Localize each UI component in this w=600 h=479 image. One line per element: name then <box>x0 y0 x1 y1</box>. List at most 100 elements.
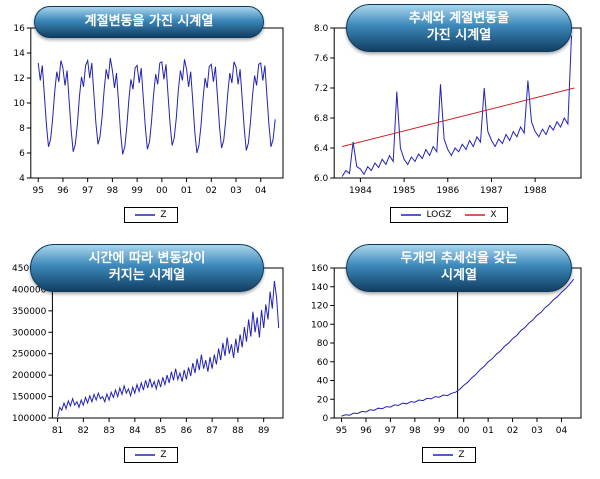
y-tick-label: 6.4 <box>314 144 329 154</box>
x-tick-label: 02 <box>507 426 518 436</box>
x-tick-label: 00 <box>156 186 168 196</box>
x-tick-label: 81 <box>52 426 63 436</box>
x-tick-label: 02 <box>206 186 217 196</box>
x-tick-label: 86 <box>181 426 193 436</box>
x-tick-label: 87 <box>206 426 217 436</box>
series-line-Z <box>37 57 276 155</box>
y-tick-label: 20 <box>317 395 329 405</box>
y-tick-label: 300000 <box>12 328 47 338</box>
x-tick-label: 83 <box>103 426 114 436</box>
y-tick-label: 350000 <box>12 307 47 317</box>
x-tick-label: 95 <box>336 426 347 436</box>
x-tick-label: 03 <box>230 186 241 196</box>
x-tick-label: 84 <box>129 426 141 436</box>
legend-line-sample <box>135 454 156 456</box>
y-tick-label: 6 <box>19 149 25 159</box>
series-line-Z <box>57 280 280 417</box>
y-tick-label: 160 <box>311 264 328 274</box>
y-tick-label: 400000 <box>12 285 47 295</box>
y-tick-label: 80 <box>317 339 329 349</box>
x-tick-label: 89 <box>258 426 270 436</box>
y-tick-label: 450000 <box>12 264 47 274</box>
x-tick-label: 97 <box>82 186 93 196</box>
legend-line-sample <box>465 214 486 216</box>
y-tick-label: 6.0 <box>314 174 329 184</box>
time-series-plot-two-trends: 0 20 40 60 80 100 120 140 160 95 96 97 98 99 00 01 02 03 0… <box>308 262 590 444</box>
x-tick-label: 98 <box>409 426 421 436</box>
legend-line-sample <box>401 214 422 216</box>
legend-growing-variance: Z <box>124 447 178 463</box>
chart-title-line: 추세와 계절변동을 <box>408 11 510 27</box>
chart-panel-two-trends: 0 20 40 60 80 100 120 140 160 95 96 97 98 99 00 01 02 03 0… <box>308 262 590 463</box>
y-tick-label: 10 <box>13 99 25 109</box>
chart-title-badge-trend-seasonal: 추세와 계절변동을 가진 시계열 <box>346 4 572 52</box>
chart-title-badge-seasonal: 계절변동을 가진 시계열 <box>34 6 264 38</box>
legend-label: Z <box>160 450 167 460</box>
x-tick-label: 82 <box>78 426 89 436</box>
chart-title-line: 커지는 시계열 <box>108 268 186 283</box>
chart-title-line: 가진 시계열 <box>426 28 492 43</box>
legend-label: Z <box>458 450 465 460</box>
y-tick-label: 6.8 <box>314 114 329 124</box>
series-line-X <box>342 87 575 147</box>
x-tick-label: 1986 <box>436 186 459 196</box>
x-tick-label: 1984 <box>349 186 372 196</box>
legend-label: Z <box>160 210 167 220</box>
x-tick-label: 04 <box>556 426 568 436</box>
x-tick-label: 99 <box>434 426 446 436</box>
y-tick-label: 8 <box>19 124 25 134</box>
chart-panel-trend-seasonal: 6.0 6.4 6.8 7.2 7.6 8.0 1984 1985 1986 1987 1988 L… <box>308 22 590 223</box>
series-line-Z <box>341 278 575 417</box>
y-tick-label: 200000 <box>12 371 47 381</box>
legend-two-trends: Z <box>422 447 476 463</box>
y-tick-label: 150000 <box>12 393 47 403</box>
x-tick-label: 04 <box>255 186 267 196</box>
chart-title-line: 두개의 추세선을 갖는 <box>400 251 518 267</box>
y-tick-label: 250000 <box>12 350 47 360</box>
x-tick-label: 01 <box>482 426 493 436</box>
y-tick-label: 7.2 <box>314 84 328 94</box>
legend-entry-Z: Z <box>135 210 167 220</box>
time-series-plot-seasonal: 4 6 8 10 12 14 16 95 96 97 98 99 00 01 02 03 04 <box>10 22 292 204</box>
y-tick-label: 4 <box>19 174 25 184</box>
chart-title-line: 시계열 <box>441 268 477 283</box>
legend-seasonal: Z <box>124 207 178 223</box>
x-tick-label: 1985 <box>393 186 416 196</box>
y-tick-label: 0 <box>322 414 328 424</box>
legend-entry-Z: Z <box>135 450 167 460</box>
chart-title-badge-growing-variance: 시간에 따라 변동값이 커지는 시계열 <box>30 244 264 292</box>
legend-trend-seasonal: LOGZ X <box>390 207 508 223</box>
legend-label: X <box>490 210 497 220</box>
legend-label: LOGZ <box>426 210 452 220</box>
plot-svg: 100000 150000 200000 250000 300000 350000 4000… <box>12 264 284 436</box>
x-tick-label: 98 <box>107 186 119 196</box>
y-tick-label: 12 <box>13 74 24 84</box>
time-series-plot-growing-variance: 100000 150000 200000 250000 300000 350000 4000… <box>10 262 292 444</box>
plot-svg: 0 20 40 60 80 100 120 140 160 95 96 97 98 99 00 01 02 03 0… <box>311 264 582 436</box>
x-tick-label: 95 <box>32 186 43 196</box>
x-tick-label: 85 <box>155 426 166 436</box>
x-tick-label: 01 <box>181 186 192 196</box>
chart-panel-seasonal: 4 6 8 10 12 14 16 95 96 97 98 99 00 01 02 03 04 Z <box>10 22 292 223</box>
legend-entry-LOGZ: LOGZ <box>401 210 451 220</box>
y-tick-label: 16 <box>13 24 25 34</box>
y-tick-label: 140 <box>311 283 328 293</box>
plot-svg: 4 6 8 10 12 14 16 95 96 97 98 99 00 01 02 03 04 <box>13 24 284 196</box>
legend-entry-Z: Z <box>433 450 465 460</box>
legend-line-sample <box>433 454 454 456</box>
y-tick-label: 100 <box>311 320 328 330</box>
chart-title-line: 시간에 따라 변동값이 <box>88 251 206 267</box>
x-tick-label: 97 <box>385 426 396 436</box>
x-tick-label: 1987 <box>480 186 503 196</box>
x-tick-label: 99 <box>131 186 143 196</box>
x-tick-label: 96 <box>57 186 69 196</box>
y-tick-label: 40 <box>317 377 329 387</box>
legend-line-sample <box>135 214 156 216</box>
y-tick-label: 14 <box>13 49 25 59</box>
chart-panel-growing-variance: 100000 150000 200000 250000 300000 350000 4000… <box>10 262 292 463</box>
y-tick-label: 120 <box>311 302 328 312</box>
y-tick-label: 7.6 <box>314 54 329 64</box>
x-tick-label: 1988 <box>524 186 547 196</box>
chart-title-line: 계절변동을 가진 시계열 <box>84 13 214 29</box>
